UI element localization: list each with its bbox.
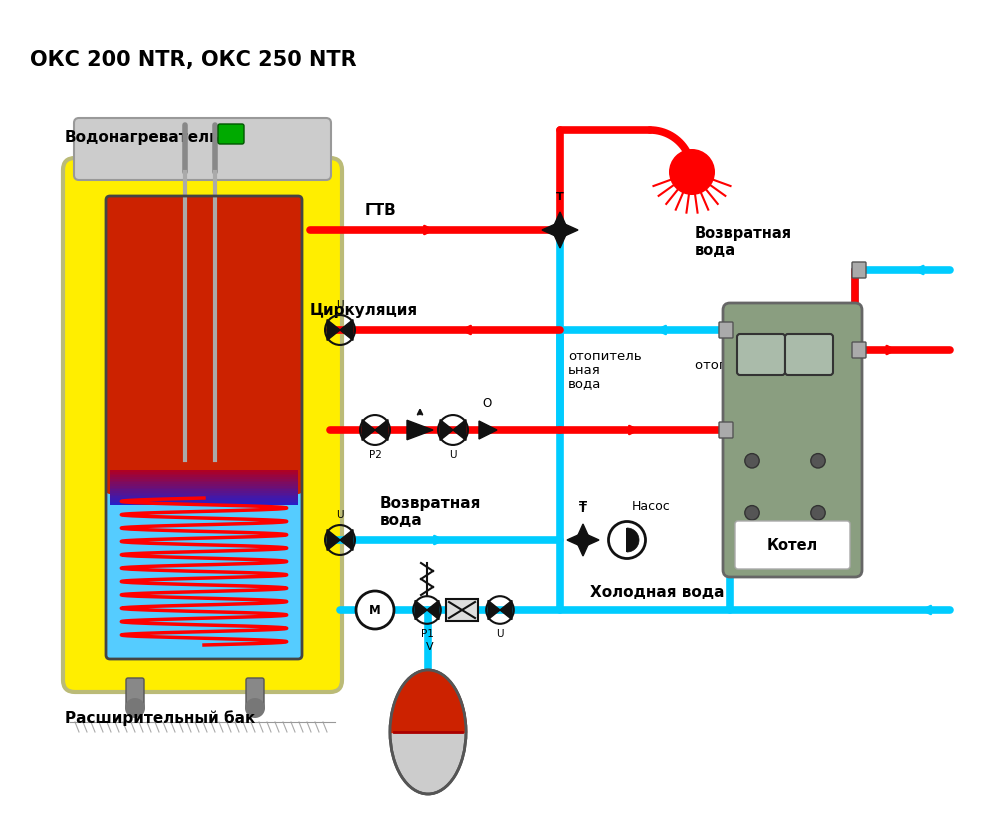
Text: отопитель
ьная
вода: отопитель ьная вода <box>568 349 642 390</box>
Bar <box>110 470 298 472</box>
FancyBboxPatch shape <box>785 334 833 375</box>
Text: P1: P1 <box>420 629 433 639</box>
Text: отопительная вода: отопительная вода <box>695 358 831 371</box>
Polygon shape <box>552 230 568 248</box>
Polygon shape <box>327 530 340 550</box>
Bar <box>110 480 298 482</box>
Polygon shape <box>500 600 512 620</box>
Text: Насос: Насос <box>632 500 671 513</box>
Bar <box>446 599 478 621</box>
FancyBboxPatch shape <box>719 422 733 438</box>
Polygon shape <box>583 533 599 547</box>
FancyBboxPatch shape <box>106 486 302 659</box>
Text: ОКС 200 NTR, ОКС 250 NTR: ОКС 200 NTR, ОКС 250 NTR <box>30 50 356 70</box>
Polygon shape <box>407 420 433 440</box>
Text: T: T <box>579 500 587 513</box>
Polygon shape <box>567 533 583 547</box>
Text: U: U <box>337 510 343 520</box>
Bar <box>110 475 298 477</box>
Bar <box>110 484 298 485</box>
Polygon shape <box>576 540 590 556</box>
Text: U: U <box>496 629 504 639</box>
Text: V: V <box>426 642 434 652</box>
Polygon shape <box>362 420 375 440</box>
FancyBboxPatch shape <box>218 124 244 144</box>
Polygon shape <box>552 212 568 230</box>
FancyBboxPatch shape <box>74 118 331 180</box>
Bar <box>110 477 298 479</box>
Polygon shape <box>440 420 453 440</box>
Circle shape <box>745 505 760 520</box>
Bar <box>110 479 298 480</box>
Bar <box>110 489 298 491</box>
Bar <box>110 490 298 493</box>
Text: ГТВ: ГТВ <box>365 203 397 218</box>
FancyBboxPatch shape <box>852 262 866 278</box>
Bar <box>110 496 298 498</box>
Circle shape <box>811 454 826 468</box>
Polygon shape <box>327 319 340 340</box>
Polygon shape <box>375 420 388 440</box>
FancyBboxPatch shape <box>246 678 264 710</box>
Bar <box>110 501 298 503</box>
Circle shape <box>745 454 760 468</box>
Text: M: M <box>369 604 381 616</box>
Polygon shape <box>576 524 590 540</box>
Text: Циркуляция: Циркуляция <box>310 303 418 318</box>
Polygon shape <box>427 600 439 620</box>
Bar <box>110 500 298 501</box>
Text: Котел: Котел <box>767 537 818 552</box>
Polygon shape <box>542 222 560 238</box>
FancyBboxPatch shape <box>126 678 144 710</box>
Text: U: U <box>337 300 343 310</box>
Circle shape <box>811 505 826 520</box>
Circle shape <box>125 698 145 718</box>
Text: Возвратная
вода: Возвратная вода <box>380 495 481 528</box>
Bar <box>110 473 298 475</box>
Polygon shape <box>415 600 427 620</box>
FancyBboxPatch shape <box>106 196 302 494</box>
Text: T: T <box>580 504 586 514</box>
Text: O: O <box>482 397 492 410</box>
Text: Холодная вода: Холодная вода <box>590 585 724 600</box>
Bar <box>110 487 298 490</box>
Polygon shape <box>627 528 639 552</box>
Text: P2: P2 <box>369 450 382 460</box>
Bar <box>110 493 298 495</box>
Bar <box>110 471 298 474</box>
Polygon shape <box>453 420 466 440</box>
Bar <box>110 482 298 484</box>
FancyBboxPatch shape <box>852 342 866 358</box>
Circle shape <box>245 698 265 718</box>
Polygon shape <box>488 600 500 620</box>
Ellipse shape <box>390 670 466 794</box>
FancyBboxPatch shape <box>719 322 733 338</box>
Polygon shape <box>560 222 578 238</box>
Polygon shape <box>479 421 497 439</box>
Bar <box>110 503 298 505</box>
FancyBboxPatch shape <box>735 521 850 569</box>
Text: U: U <box>450 450 457 460</box>
FancyBboxPatch shape <box>63 158 342 692</box>
Polygon shape <box>340 319 353 340</box>
Polygon shape <box>340 530 353 550</box>
FancyBboxPatch shape <box>737 334 785 375</box>
Bar <box>110 498 298 500</box>
Bar <box>110 485 298 488</box>
Text: Расширительный бак: Расширительный бак <box>65 710 255 726</box>
Bar <box>110 495 298 496</box>
Text: Возвратная
вода: Возвратная вода <box>695 226 792 258</box>
Circle shape <box>356 591 394 629</box>
FancyBboxPatch shape <box>723 303 862 577</box>
Text: T: T <box>556 192 564 202</box>
Circle shape <box>669 149 715 195</box>
Text: Водонагреватель: Водонагреватель <box>65 130 219 145</box>
Circle shape <box>608 521 646 559</box>
